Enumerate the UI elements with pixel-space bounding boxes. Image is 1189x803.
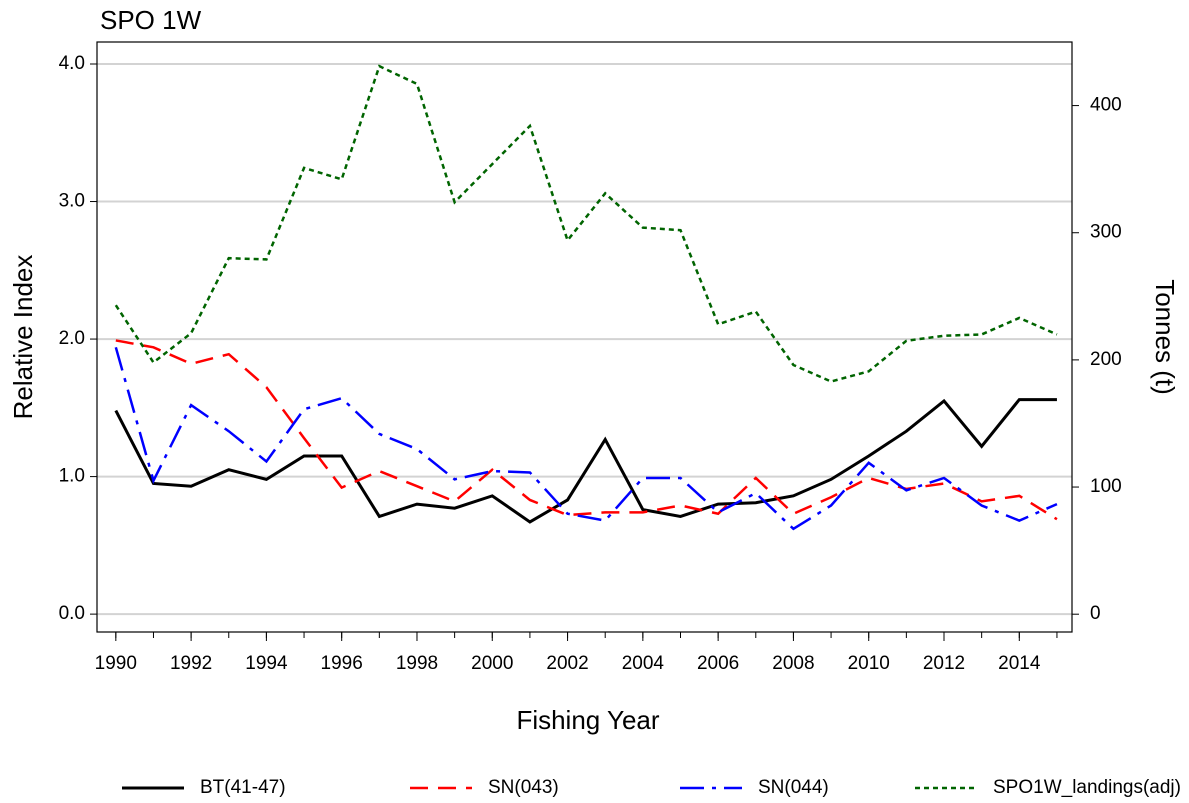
y-tick-label: 4.0 <box>59 53 85 74</box>
y-tick-label: 1.0 <box>59 466 85 487</box>
x-tick-label: 2000 <box>471 653 513 674</box>
x-tick-label: 1990 <box>95 653 137 674</box>
series-line <box>114 398 1057 524</box>
x-tick-label: 1996 <box>321 653 363 674</box>
x-tick-label: 1992 <box>170 653 212 674</box>
y2-tick-label: 300 <box>1090 222 1122 243</box>
series-line <box>114 346 1058 531</box>
y2-tick-label: 0 <box>1090 603 1101 624</box>
x-tick-label: 2014 <box>998 653 1041 674</box>
y2-axis-label: Tonnes (t) <box>1150 279 1180 395</box>
x-tick-label: 2002 <box>546 653 588 674</box>
legend-label: BT(41-47) <box>200 777 286 798</box>
y-tick-label: 2.0 <box>59 328 85 349</box>
legend-label: SPO1W_landings(adj) <box>993 777 1181 798</box>
x-tick-label: 2004 <box>622 653 665 674</box>
chart-title: SPO 1W <box>100 5 202 35</box>
y2-tick-label: 200 <box>1090 349 1122 370</box>
x-tick-label: 1994 <box>245 653 288 674</box>
x-tick-label: 1998 <box>396 653 438 674</box>
series-line <box>115 339 1058 521</box>
plot-frame <box>96 41 1073 633</box>
y2-tick-label: 400 <box>1090 95 1122 116</box>
y-tick-label: 3.0 <box>59 191 85 212</box>
y2-tick-label: 100 <box>1090 476 1122 497</box>
y-tick-label: 0.0 <box>59 603 85 624</box>
x-axis-label: Fishing Year <box>516 705 659 735</box>
x-tick-label: 2010 <box>848 653 890 674</box>
x-tick-label: 2008 <box>772 653 814 674</box>
series-line <box>114 64 1058 383</box>
x-tick-label: 2012 <box>923 653 965 674</box>
x-tick-label: 2006 <box>697 653 739 674</box>
legend-label: SN(043) <box>488 777 559 798</box>
legend-label: SN(044) <box>758 777 829 798</box>
y-axis-label: Relative Index <box>8 255 38 420</box>
